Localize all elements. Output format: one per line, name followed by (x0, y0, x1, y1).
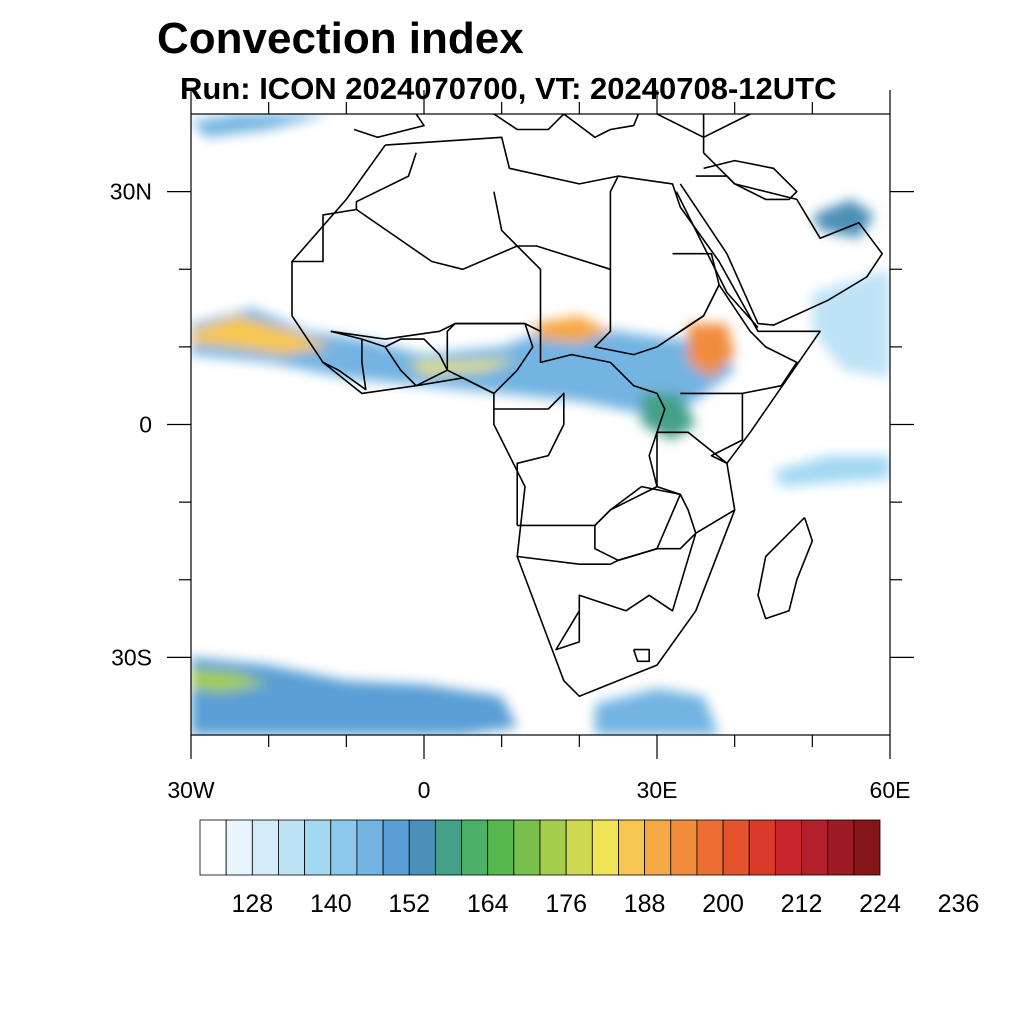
colorbar-swatch (774, 819, 802, 876)
nigeria-border (446, 322, 534, 395)
horn-africa-borders (679, 284, 798, 395)
colorbar-swatch (304, 819, 332, 876)
sahara-border-2 (330, 191, 542, 340)
convection-fields (191, 114, 890, 735)
southern-ocean-band-west (191, 657, 518, 735)
arabia-cluster (812, 199, 875, 239)
arabian-sea-streak (812, 269, 890, 378)
plot-area (190, 113, 891, 736)
colorbar-swatch (356, 819, 384, 876)
map-subtitle: Run: ICON 2024070700, VT: 20240708-12UTC (180, 71, 837, 106)
lat-tick-label: 30N (110, 179, 152, 205)
axis-tick-labels: 30W 0 30E 60E 30N 0 30S (110, 179, 911, 803)
madagascar-coastline (757, 517, 814, 620)
colorbar-swatch (330, 819, 358, 876)
colorbar-label: 188 (624, 890, 666, 918)
colorbar-swatch (670, 819, 698, 876)
colorbar-swatch (853, 819, 881, 876)
colorbar-label: 128 (231, 890, 273, 918)
ethiopia-core (688, 323, 735, 378)
west-africa-borders (330, 330, 449, 387)
colorbar-swatch (565, 819, 593, 876)
indian-ocean-streak (773, 455, 890, 487)
southern-ocean-core-west (191, 669, 269, 693)
colorbar-swatch (513, 819, 541, 876)
colorbar-swatch (696, 819, 724, 876)
southern-africa-borders (517, 532, 697, 651)
colorbar-swatch (434, 819, 462, 876)
colorbar: 128 140 152 164 176 188 200 212 224 236 (199, 819, 980, 918)
colorbar-label: 152 (388, 890, 430, 918)
sudan-border (594, 252, 720, 356)
country-borders (291, 114, 883, 697)
colorbar-swatch (278, 819, 306, 876)
colorbar-swatch (644, 819, 672, 876)
west-africa-borders-2 (322, 339, 367, 391)
colorbar-swatch (591, 819, 619, 876)
colorbar-swatch (199, 819, 227, 876)
colorbar-swatch (225, 819, 253, 876)
colorbar-swatch (382, 819, 410, 876)
arabian-peninsula-coastline (679, 114, 883, 326)
lon-tick-label: 30E (637, 777, 678, 803)
sahara-border-3 (292, 152, 417, 263)
colorbar-label: 176 (545, 890, 587, 918)
colorbar-swatch (539, 819, 567, 876)
colorbar-label: 236 (938, 890, 980, 918)
europe-coastline (353, 114, 751, 139)
congo-basin-borders (493, 392, 565, 526)
lat-tick-label: 0 (139, 412, 152, 438)
colorbar-swatch (618, 819, 646, 876)
axis-ticks (167, 90, 914, 759)
guinea-coast-core (408, 358, 518, 374)
colorbar-label: 140 (310, 890, 352, 918)
lesotho-border (632, 648, 650, 663)
zambia-zimbabwe-border (594, 485, 682, 562)
colorbar-label: 164 (467, 890, 509, 918)
colorbar-label: 224 (859, 890, 901, 918)
colorbar-swatch (251, 819, 279, 876)
colorbar-swatch (827, 819, 855, 876)
lon-tick-label: 60E (870, 777, 911, 803)
north-atlantic-streak (191, 114, 331, 138)
colorbar-swatch (722, 819, 750, 876)
plot-background (191, 114, 890, 735)
middle-east-borders (695, 159, 798, 201)
colorbar-swatch (801, 819, 829, 876)
colorbar-swatch (748, 819, 776, 876)
west-coast-core (191, 315, 331, 355)
lake-victoria-cluster (641, 393, 696, 440)
lon-tick-label: 0 (418, 777, 431, 803)
colorbar-label: 212 (781, 890, 823, 918)
lat-tick-label: 30S (111, 644, 152, 670)
lon-tick-label: 30W (167, 777, 215, 803)
colorbar-label: 200 (702, 890, 744, 918)
colorbar-swatch (461, 819, 489, 876)
africa-coastline (291, 136, 821, 697)
central-sahel-core (532, 315, 611, 343)
southern-ocean-band-east (594, 688, 720, 735)
map-title: Convection index (157, 14, 524, 63)
colorbar-swatch (408, 819, 436, 876)
colorbar-swatch (487, 819, 515, 876)
